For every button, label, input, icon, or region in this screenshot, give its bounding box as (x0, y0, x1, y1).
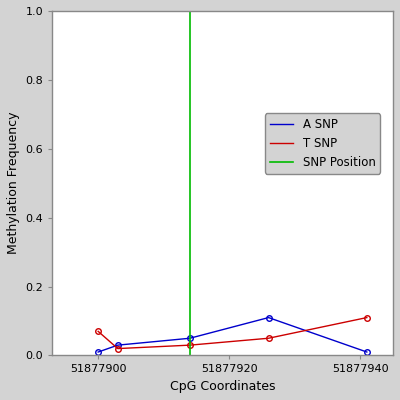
T SNP (364, 315, 369, 320)
X-axis label: CpG Coordinates: CpG Coordinates (170, 380, 276, 393)
T SNP (188, 343, 192, 348)
T SNP (116, 346, 120, 351)
A SNP (116, 343, 120, 348)
T SNP (96, 329, 100, 334)
Y-axis label: Methylation Frequency: Methylation Frequency (7, 112, 20, 254)
A SNP (96, 350, 100, 354)
Legend: A SNP, T SNP, SNP Position: A SNP, T SNP, SNP Position (265, 113, 380, 174)
A SNP (188, 336, 192, 341)
Line: A SNP: A SNP (95, 315, 370, 355)
T SNP (266, 336, 271, 341)
A SNP (266, 315, 271, 320)
A SNP (364, 350, 369, 354)
Line: T SNP: T SNP (95, 315, 370, 351)
